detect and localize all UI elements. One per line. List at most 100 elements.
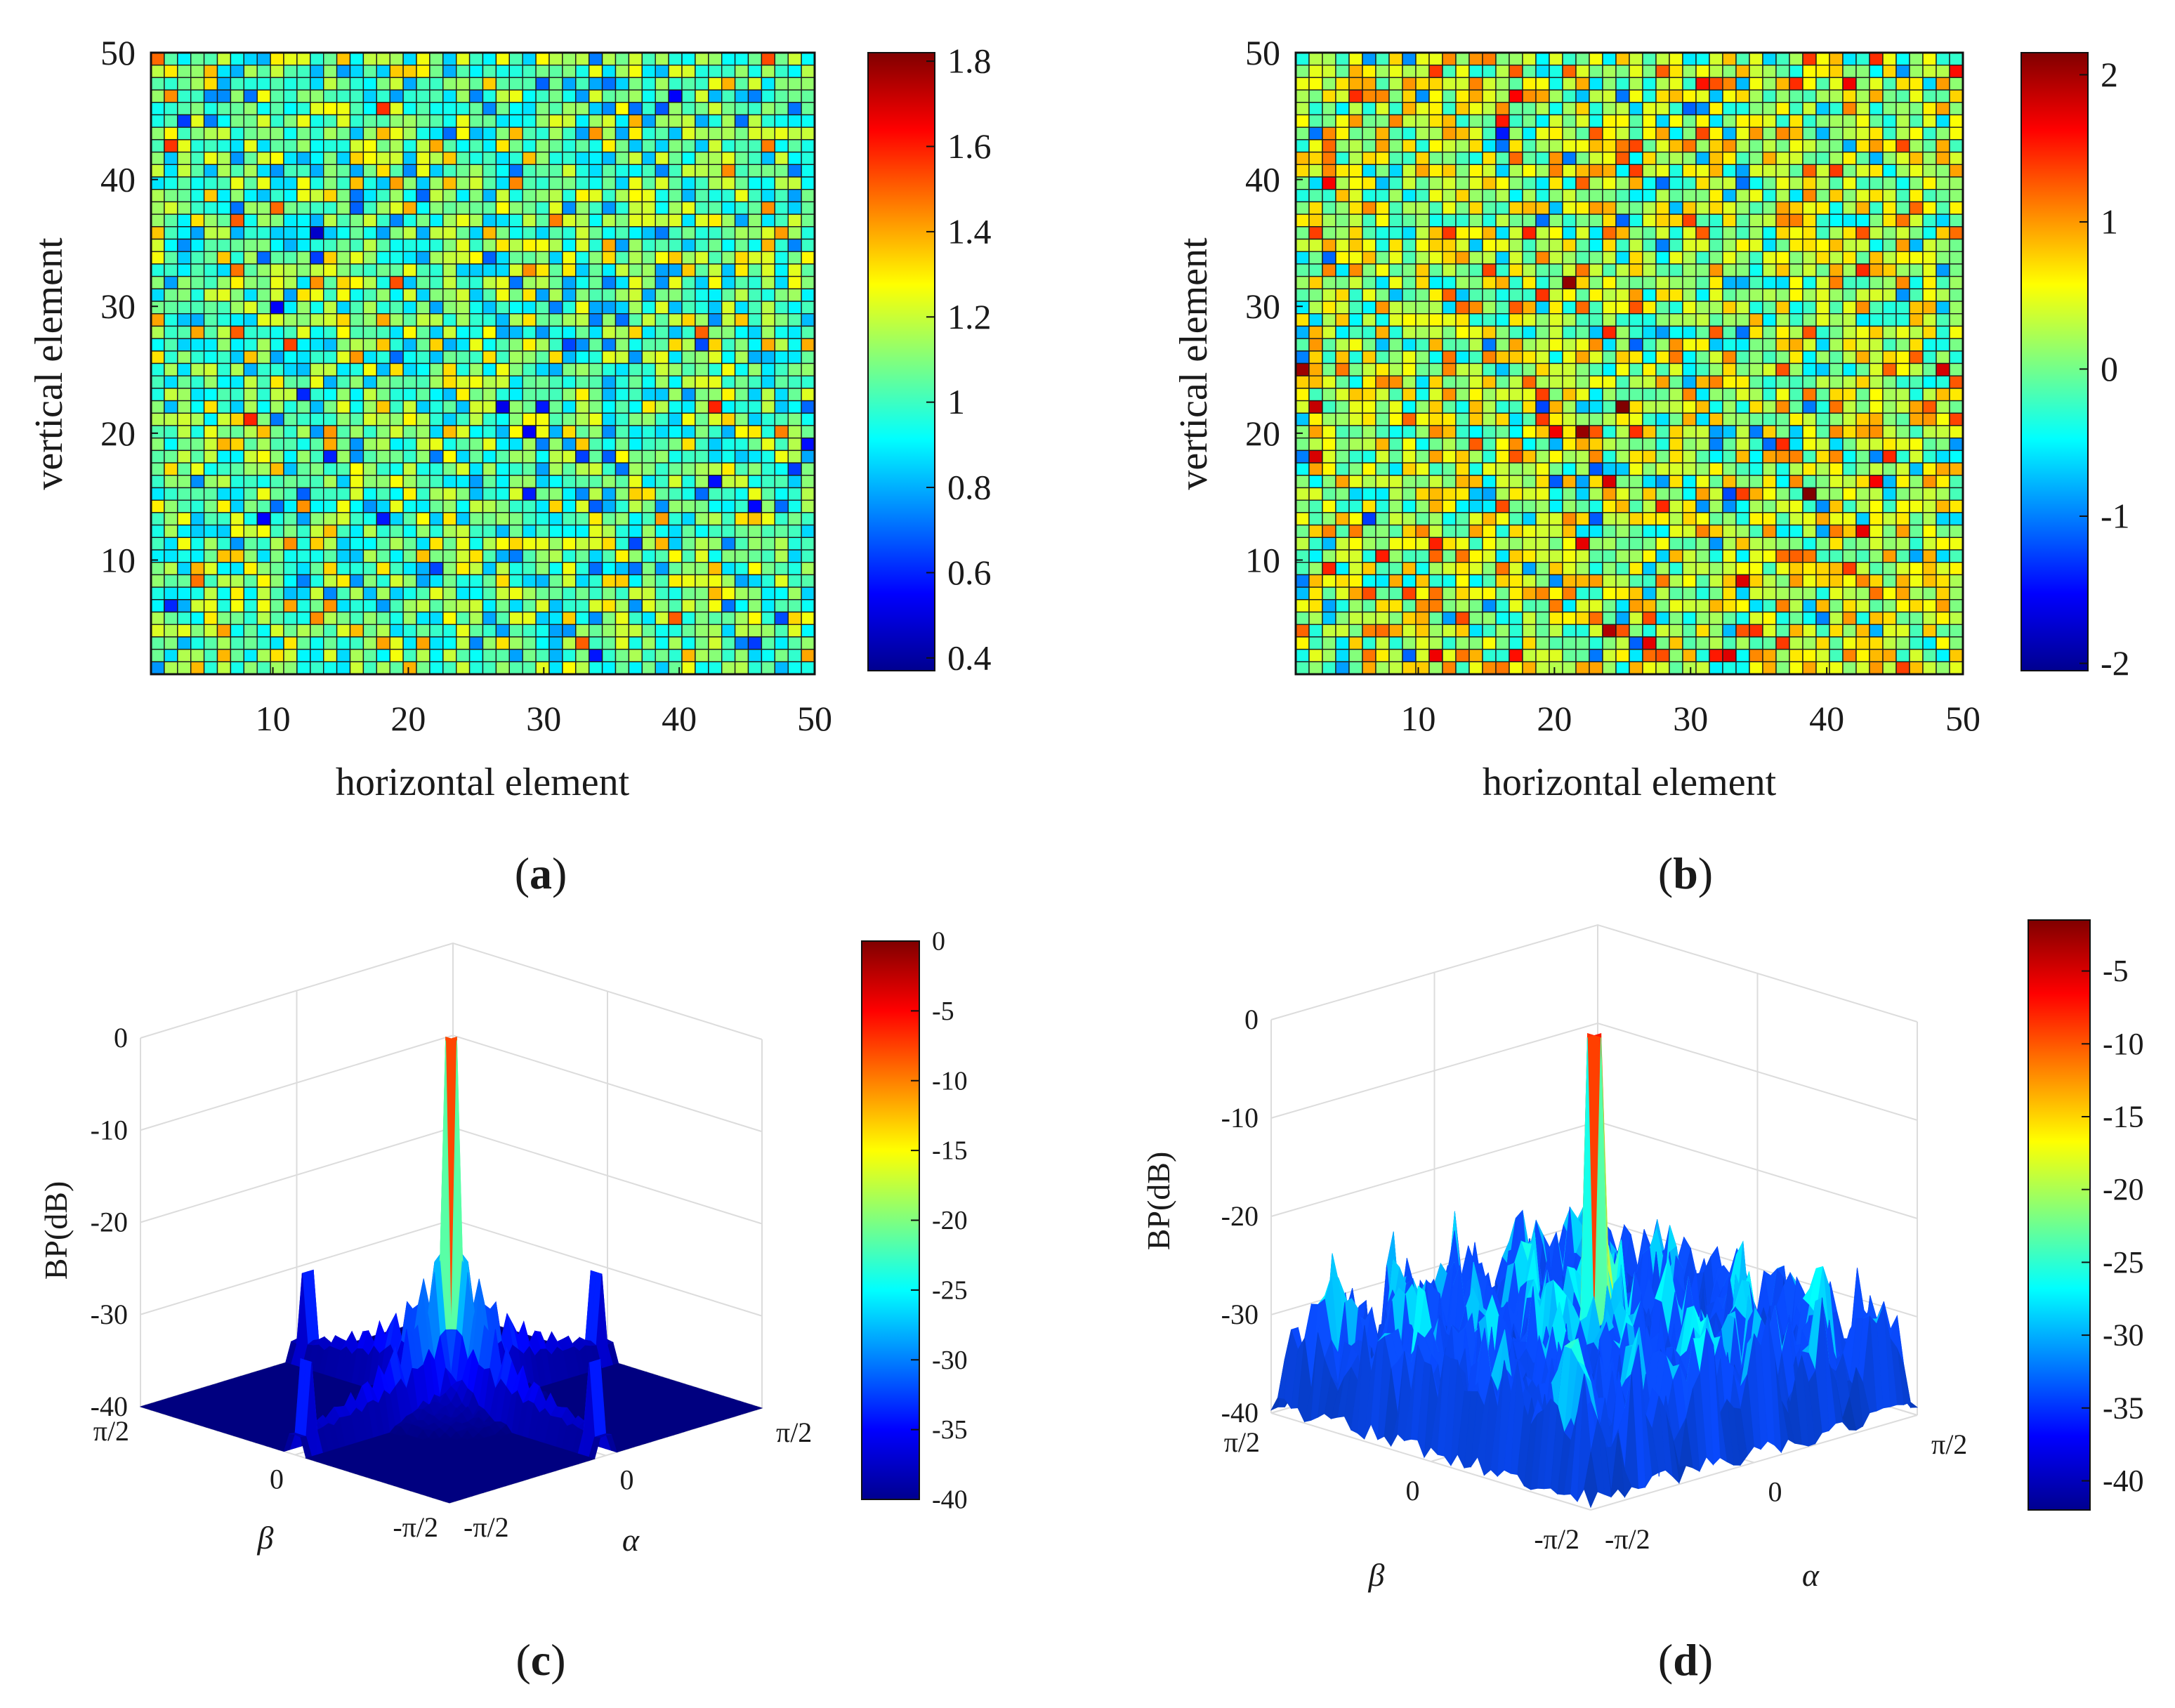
heatmap-cell — [1375, 512, 1390, 526]
heatmap-cell — [429, 499, 444, 513]
heatmap-cell — [1775, 189, 1790, 203]
heatmap-cell — [668, 549, 683, 563]
heatmap-cell — [1655, 574, 1670, 588]
heatmap-cell — [1428, 549, 1443, 563]
heatmap-cell — [456, 238, 471, 252]
heatmap-cell — [734, 313, 749, 327]
heatmap-cell — [1749, 151, 1763, 166]
heatmap-cell — [495, 238, 511, 252]
heatmap-cell — [1295, 499, 1310, 513]
heatmap-cell — [1669, 275, 1683, 290]
heatmap-cell — [589, 487, 603, 501]
heatmap-cell — [1655, 201, 1670, 215]
heatmap-cell — [164, 238, 178, 252]
heatmap-cell — [216, 89, 232, 103]
heatmap-cell — [522, 412, 537, 426]
heatmap-cell — [668, 126, 683, 140]
heatmap-cell — [1335, 226, 1350, 240]
heatmap-cell — [416, 574, 431, 588]
heatmap-cell — [801, 214, 815, 228]
heatmap-cell — [575, 214, 590, 228]
heatmap-cell — [1802, 624, 1817, 638]
heatmap-cell — [747, 388, 763, 402]
heatmap-cell — [1388, 114, 1403, 128]
heatmap-cell — [1869, 636, 1884, 650]
heatmap-cell — [641, 524, 656, 538]
heatmap-cell — [1468, 362, 1483, 376]
heatmap-cell — [641, 64, 656, 79]
heatmap-cell — [1655, 599, 1670, 613]
heatmap-cell — [1682, 648, 1697, 662]
heatmap-cell — [203, 425, 218, 439]
heatmap-cell — [655, 275, 669, 290]
heatmap-cell — [1322, 648, 1336, 662]
heatmap-cell — [1802, 475, 1817, 489]
heatmap-cell — [1589, 375, 1603, 389]
heatmap-cell — [1749, 288, 1763, 302]
heatmap-cell — [1855, 325, 1870, 339]
heatmap-cell — [243, 350, 258, 364]
heatmap-cell — [589, 325, 603, 339]
heatmap-cell — [243, 164, 258, 178]
heatmap-cell — [203, 64, 218, 79]
heatmap-cell — [681, 462, 696, 476]
heatmap-cell — [1815, 214, 1830, 228]
heatmap-cell — [1442, 301, 1457, 315]
heatmap-cell — [1749, 611, 1763, 625]
heatmap-cell — [787, 499, 802, 513]
heatmap-cell — [1762, 624, 1777, 638]
heatmap-cell — [1455, 151, 1470, 166]
heatmap-cell — [1562, 425, 1577, 439]
heatmap-cell — [601, 648, 617, 662]
heatmap-cell — [1549, 350, 1563, 364]
heatmap-cell — [548, 301, 563, 315]
heatmap-cell — [628, 412, 643, 426]
heatmap-cell — [1936, 64, 1950, 79]
heatmap-cell — [456, 599, 471, 613]
heatmap-cell — [562, 661, 577, 675]
heatmap-cell — [310, 176, 324, 190]
heatmap-cell — [256, 499, 271, 513]
heatmap-cell — [1402, 189, 1417, 203]
heatmap-cell — [442, 325, 457, 339]
heatmap-cell — [1936, 624, 1950, 638]
heatmap-cell — [1922, 636, 1937, 650]
heatmap-cell — [535, 350, 550, 364]
heatmap-cell — [708, 164, 723, 178]
heatmap-cell — [1455, 562, 1470, 576]
heatmap-cell — [349, 661, 364, 675]
heatmap-cell — [402, 176, 417, 190]
heatmap-cell — [1455, 288, 1470, 302]
heatmap-cell — [283, 126, 298, 140]
heatmap-cell — [1535, 275, 1550, 290]
heatmap-cell — [230, 151, 244, 166]
heatmap-cell — [203, 388, 218, 402]
heatmap-cell — [164, 661, 178, 675]
heatmap-cell — [801, 586, 815, 600]
heatmap-cell — [1602, 214, 1617, 228]
heatmap-cell — [429, 438, 444, 452]
heatmap-cell — [1549, 201, 1563, 215]
heatmap-cell — [1749, 176, 1763, 190]
heatmap-cell — [1815, 275, 1830, 290]
heatmap-cell — [442, 438, 457, 452]
heatmap-cell — [336, 201, 351, 215]
heatmap-cell — [589, 400, 603, 414]
heatmap-cell — [1855, 89, 1870, 103]
heatmap-cell — [641, 288, 656, 302]
heatmap-cell — [562, 226, 577, 240]
heatmap-cell — [402, 139, 417, 153]
heatmap-cell — [1709, 586, 1723, 600]
heatmap-cell — [641, 139, 656, 153]
heatmap-cell — [1855, 400, 1870, 414]
heatmap-cell — [1322, 214, 1336, 228]
heatmap-cell — [1455, 611, 1470, 625]
heatmap-cell — [150, 611, 165, 625]
heatmap-cell — [615, 636, 630, 650]
heatmap-cell — [575, 661, 590, 675]
heatmap-cell — [1348, 487, 1363, 501]
heatmap-cell — [641, 462, 656, 476]
heatmap-cell — [589, 425, 603, 439]
heatmap-cell — [296, 499, 311, 513]
heatmap-cell — [1455, 475, 1470, 489]
